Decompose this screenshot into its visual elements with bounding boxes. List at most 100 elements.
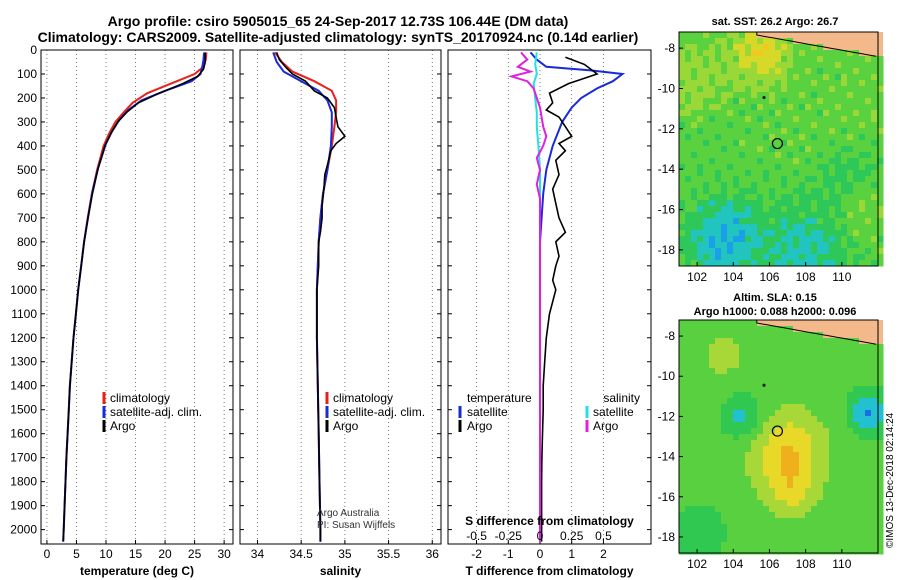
map-cell — [757, 50, 764, 57]
map-cell — [679, 434, 686, 441]
map-cell — [841, 518, 848, 525]
map-cell — [823, 548, 830, 555]
map-cell — [799, 488, 806, 495]
land-cell — [841, 38, 847, 44]
map-cell — [751, 260, 758, 267]
map-cell — [697, 74, 704, 81]
map-cell — [871, 518, 878, 525]
map-cell — [877, 146, 884, 153]
map-cell — [703, 368, 710, 375]
map-cell — [745, 404, 752, 411]
map-cell — [817, 74, 824, 81]
map-cell — [835, 56, 842, 63]
map-cell — [829, 164, 836, 171]
map-cell — [691, 452, 698, 459]
map-cell — [679, 368, 686, 375]
map-cell — [733, 86, 740, 93]
map-cell — [703, 458, 710, 465]
map-cell — [835, 398, 842, 405]
map-cell — [847, 518, 854, 525]
map-cell — [829, 200, 836, 207]
map-cell — [709, 140, 716, 147]
map-cell — [745, 134, 752, 141]
map-cell — [871, 488, 878, 495]
depth-tick-label: 400 — [17, 139, 37, 153]
map-cell — [871, 188, 878, 195]
map-cell — [859, 512, 866, 519]
map-cell — [817, 236, 824, 243]
map-cell — [763, 326, 770, 333]
map-cell — [859, 62, 866, 69]
map-cell — [751, 368, 758, 375]
map-cell — [817, 200, 824, 207]
map-cell — [781, 338, 788, 345]
map-cell — [853, 110, 860, 117]
map-cell — [697, 224, 704, 231]
map-cell — [739, 368, 746, 375]
map-cell — [739, 38, 746, 45]
map-cell — [793, 248, 800, 255]
map-cell — [745, 320, 752, 327]
map-cell — [763, 464, 770, 471]
map-cell — [751, 362, 758, 369]
map-cell — [835, 356, 842, 363]
land-cell — [877, 326, 883, 332]
map-cell — [781, 44, 788, 51]
map-cell — [865, 512, 872, 519]
map-cell — [739, 80, 746, 87]
map-cell — [823, 146, 830, 153]
map-cell — [793, 470, 800, 477]
map-cell — [787, 92, 794, 99]
map-cell — [733, 236, 740, 243]
map-cell — [751, 92, 758, 99]
map-cell — [793, 356, 800, 363]
map-cell — [799, 374, 806, 381]
x-tick-label: 20 — [158, 547, 172, 561]
map-cell — [805, 86, 812, 93]
map-cell — [709, 512, 716, 519]
map-cell — [817, 176, 824, 183]
land-cell — [835, 44, 841, 50]
map-cell — [685, 104, 692, 111]
map-cell — [745, 230, 752, 237]
map-cell — [787, 152, 794, 159]
map-cell — [781, 464, 788, 471]
map-cell — [703, 428, 710, 435]
map-cell — [715, 44, 722, 51]
map-cell — [877, 404, 884, 411]
map-cell — [775, 422, 782, 429]
map-cell — [715, 188, 722, 195]
map-cell — [709, 422, 716, 429]
map-cell — [769, 422, 776, 429]
map-cell — [685, 548, 692, 555]
map-cell — [835, 230, 842, 237]
map-cell — [871, 116, 878, 123]
map-cell — [769, 152, 776, 159]
land-cell — [865, 32, 871, 38]
map-cell — [817, 218, 824, 225]
map-cell — [799, 440, 806, 447]
map-cell — [787, 458, 794, 465]
map-cell — [745, 458, 752, 465]
map-cell — [733, 536, 740, 543]
map-cell — [739, 476, 746, 483]
map-cell — [679, 128, 686, 135]
map-cell — [721, 332, 728, 339]
map-cell — [691, 536, 698, 543]
map-cell — [787, 170, 794, 177]
map-cell — [703, 122, 710, 129]
map-cell — [877, 224, 884, 231]
map-cell — [727, 68, 734, 75]
map-cell — [799, 98, 806, 105]
land-cell — [877, 44, 883, 50]
map-cell — [847, 536, 854, 543]
map-cell — [841, 116, 848, 123]
map-cell — [757, 224, 764, 231]
map-cell — [715, 428, 722, 435]
map-cell — [787, 122, 794, 129]
legend-title-temperature: temperature — [467, 391, 532, 405]
map-cell — [823, 98, 830, 105]
map-cell — [865, 434, 872, 441]
map-cell — [757, 446, 764, 453]
map-cell — [763, 146, 770, 153]
